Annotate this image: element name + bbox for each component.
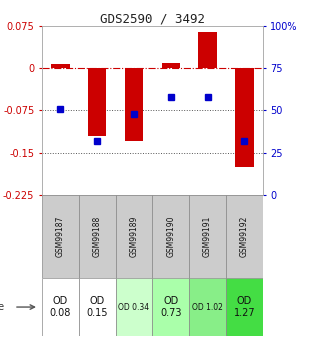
Bar <box>235 68 253 167</box>
Text: GSM99187: GSM99187 <box>56 216 65 257</box>
Text: OD
0.15: OD 0.15 <box>86 296 108 318</box>
Bar <box>125 68 143 141</box>
Text: GSM99192: GSM99192 <box>240 216 249 257</box>
Bar <box>42 195 79 278</box>
Bar <box>152 278 189 336</box>
Text: OD
1.27: OD 1.27 <box>234 296 255 318</box>
Text: OD 0.34: OD 0.34 <box>118 303 150 312</box>
Bar <box>51 63 70 68</box>
Bar <box>189 278 226 336</box>
Bar <box>42 278 79 336</box>
Text: OD 1.02: OD 1.02 <box>192 303 223 312</box>
Text: GSM99189: GSM99189 <box>129 216 138 257</box>
Text: age: age <box>0 302 5 312</box>
Text: OD
0.08: OD 0.08 <box>50 296 71 318</box>
Bar <box>79 195 116 278</box>
Bar <box>226 278 263 336</box>
Bar <box>88 68 106 136</box>
Text: GSM99190: GSM99190 <box>166 216 175 257</box>
Text: GSM99188: GSM99188 <box>93 216 102 257</box>
Text: OD
0.73: OD 0.73 <box>160 296 182 318</box>
Bar <box>116 278 152 336</box>
Bar <box>116 195 152 278</box>
Bar <box>152 195 189 278</box>
Bar <box>226 195 263 278</box>
Bar <box>189 195 226 278</box>
Bar <box>79 278 116 336</box>
Title: GDS2590 / 3492: GDS2590 / 3492 <box>100 13 205 26</box>
Bar <box>198 31 217 68</box>
Bar <box>162 62 180 68</box>
Text: GSM99191: GSM99191 <box>203 216 212 257</box>
